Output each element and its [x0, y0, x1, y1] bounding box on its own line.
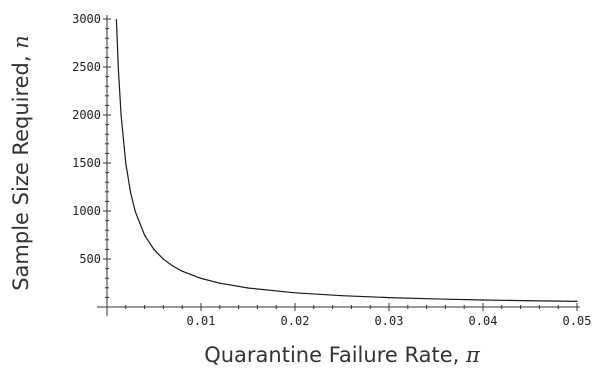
- data-point: [162, 258, 164, 260]
- y-tick-label: 500: [79, 252, 101, 266]
- data-point: [117, 66, 119, 69]
- data-point: [153, 248, 155, 251]
- y-tick-label: 2500: [72, 60, 101, 74]
- y-tick-label: 1500: [72, 156, 101, 170]
- axes: [97, 15, 580, 316]
- x-tick-label: 0.04: [469, 314, 498, 328]
- data-point: [129, 191, 132, 193]
- data-point: [482, 299, 484, 301]
- x-tick-label: 0.03: [375, 314, 404, 328]
- data-point: [172, 265, 174, 267]
- data-point: [294, 292, 296, 294]
- x-axis-title-symbol: π: [465, 343, 481, 367]
- data-point: [576, 300, 578, 302]
- data-point: [125, 162, 127, 164]
- series: [115, 18, 578, 302]
- y-axis-title: Sample Size Required, n: [9, 35, 33, 291]
- data-point: [144, 234, 146, 236]
- x-axis-title-text: Quarantine Failure Rate,: [204, 343, 459, 367]
- ticks: 0.01 0.02 0.03 0.04 0.05 500 1000 1500 2000 2500 3…: [72, 12, 591, 328]
- data-point: [181, 270, 183, 272]
- data-point: [529, 300, 531, 302]
- data-point: [134, 210, 136, 212]
- data-point: [115, 18, 117, 21]
- series-line: [115, 19, 578, 302]
- data-point: [120, 114, 122, 116]
- data-point: [200, 277, 202, 279]
- data-point: [219, 282, 221, 284]
- x-tick-label: 0.02: [281, 314, 310, 328]
- data-point: [388, 296, 390, 299]
- y-tick-label: 1000: [72, 204, 101, 218]
- data-point: [341, 295, 343, 297]
- y-axis-title-symbol: n: [9, 35, 33, 49]
- data-point: [247, 287, 249, 289]
- x-tick-label: 0.05: [563, 314, 592, 328]
- x-axis-title: Quarantine Failure Rate, π: [204, 343, 481, 367]
- data-point: [435, 298, 437, 300]
- y-tick-label: 3000: [72, 12, 101, 26]
- y-axis-title-text: Sample Size Required,: [9, 55, 33, 290]
- x-tick-label: 0.01: [187, 314, 216, 328]
- y-tick-label: 2000: [72, 108, 101, 122]
